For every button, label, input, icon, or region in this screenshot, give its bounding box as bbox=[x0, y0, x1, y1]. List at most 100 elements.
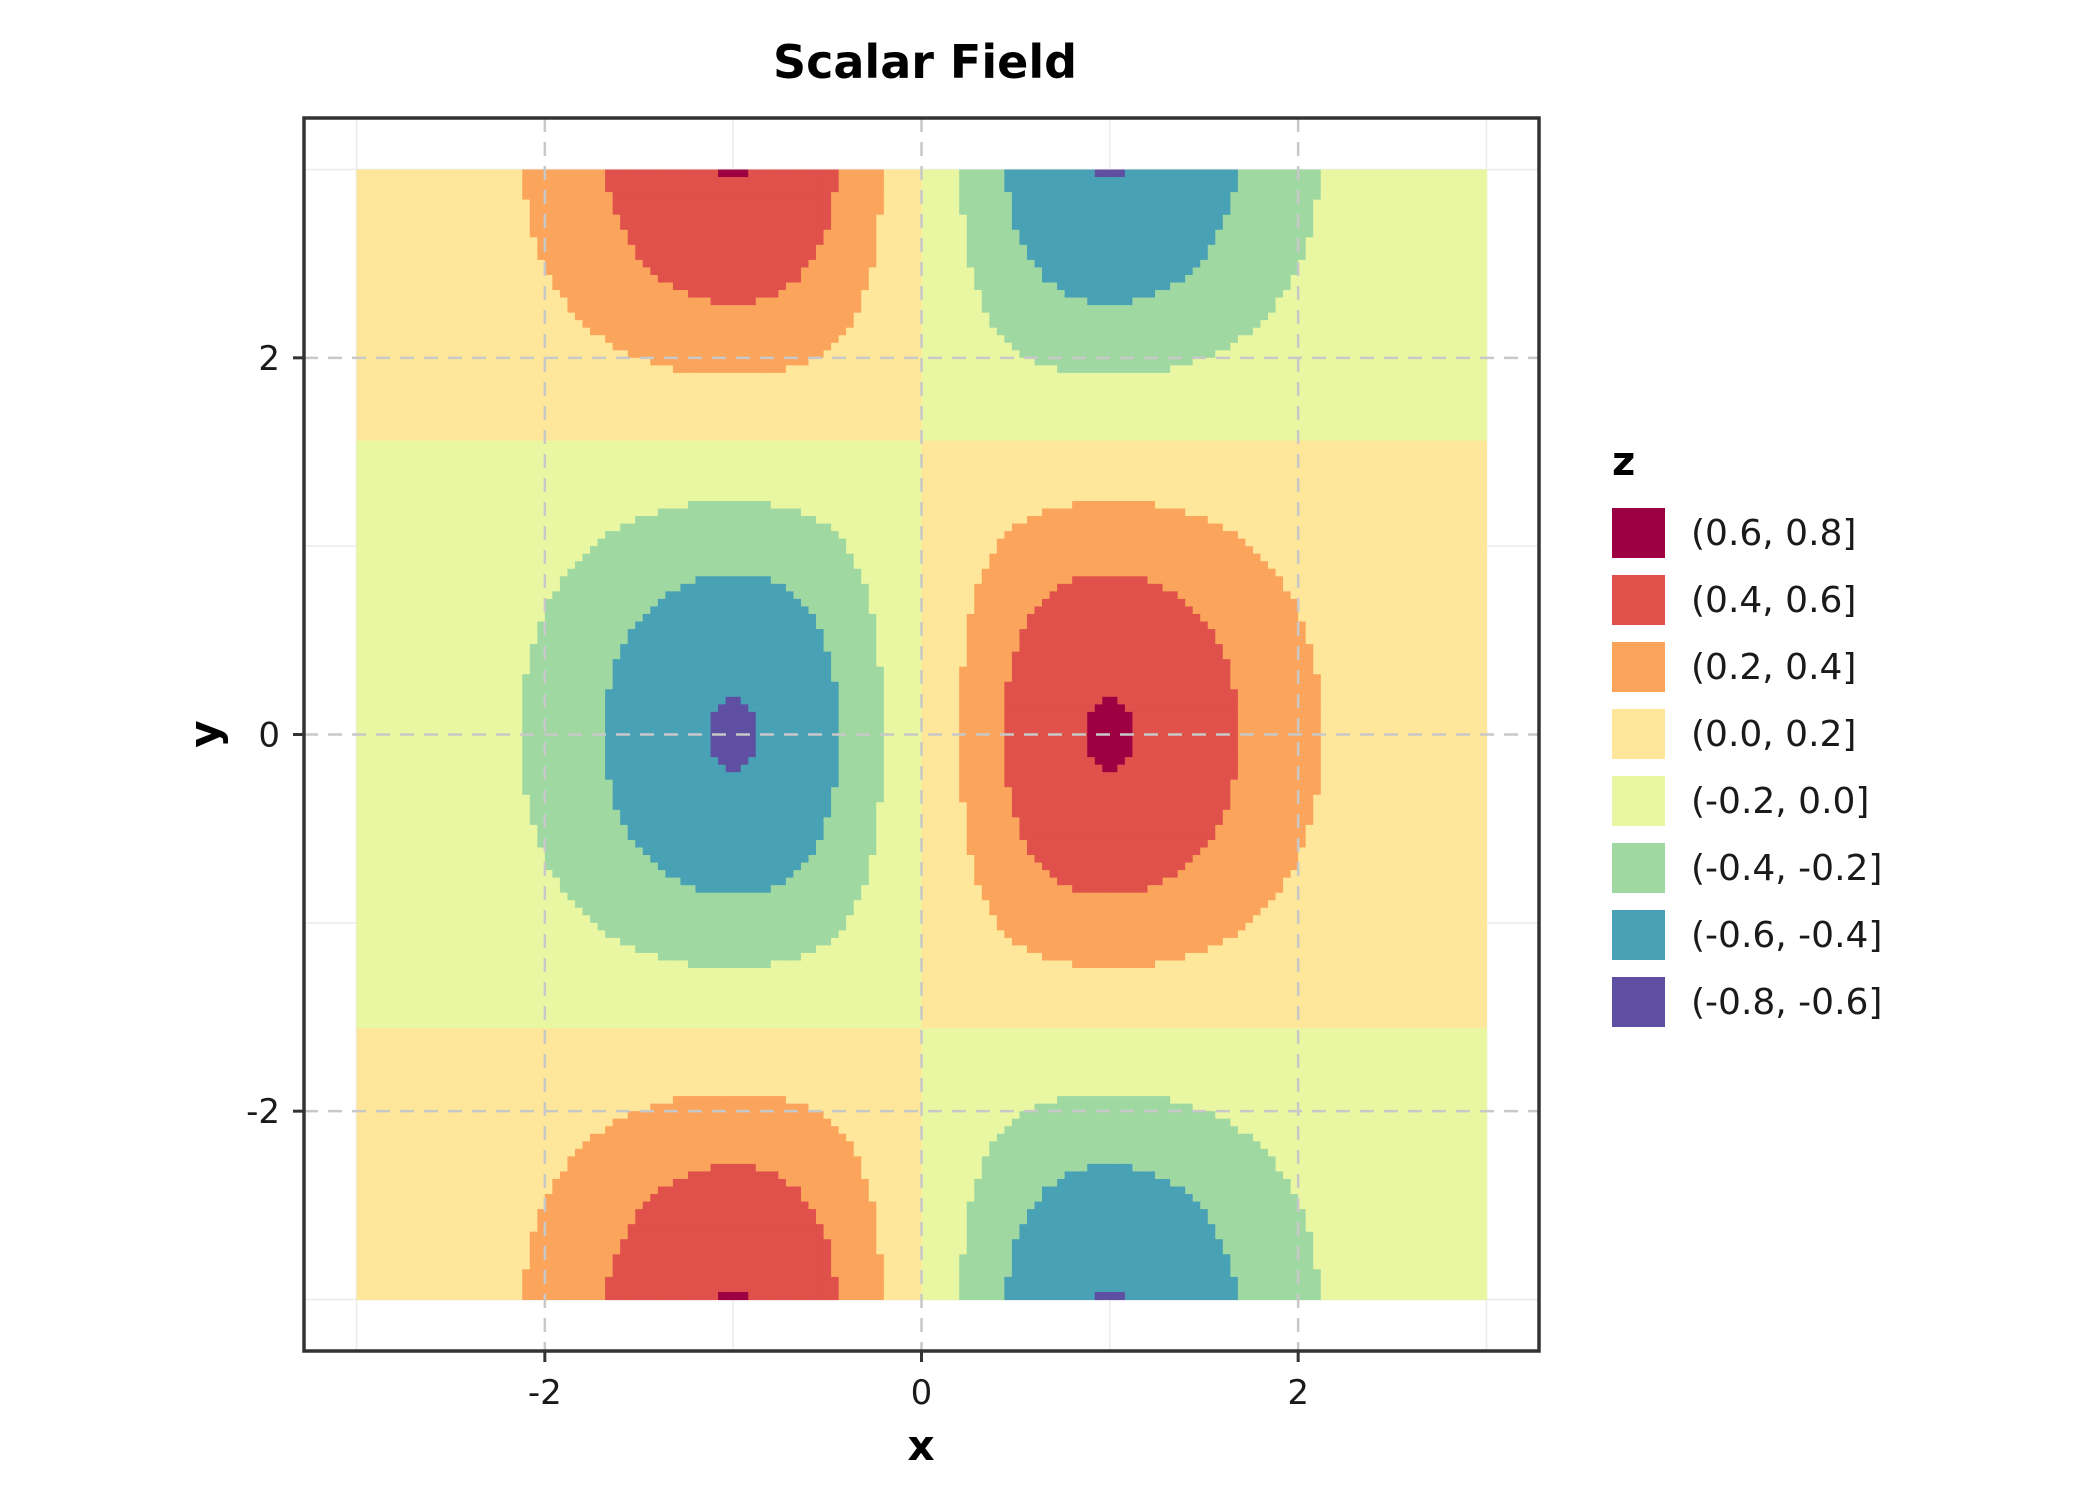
contour-cell bbox=[1237, 357, 1247, 366]
contour-cell bbox=[567, 184, 576, 193]
contour-cell bbox=[1026, 259, 1036, 269]
contour-cell bbox=[868, 282, 877, 291]
contour-cell bbox=[1441, 244, 1450, 253]
contour-cell bbox=[1170, 395, 1179, 404]
contour-cell bbox=[1170, 237, 1179, 246]
contour-cell bbox=[386, 252, 395, 261]
contour-cell bbox=[605, 222, 614, 231]
contour-cell bbox=[657, 380, 666, 389]
contour-cell bbox=[665, 244, 674, 253]
contour-cell bbox=[597, 297, 606, 306]
contour-cell bbox=[1411, 357, 1420, 366]
contour-cell bbox=[1411, 365, 1420, 374]
contour-cell bbox=[793, 395, 802, 404]
contour-cell bbox=[1290, 290, 1299, 299]
contour-cell bbox=[823, 192, 832, 201]
contour-cell bbox=[1155, 403, 1164, 412]
contour-cell bbox=[1064, 297, 1073, 306]
contour-cell bbox=[936, 192, 945, 201]
contour-cell bbox=[1478, 387, 1488, 397]
contour-cell bbox=[1396, 395, 1405, 404]
contour-cell bbox=[1087, 387, 1096, 397]
contour-cell bbox=[552, 177, 561, 186]
contour-cell bbox=[401, 350, 410, 359]
contour-cell bbox=[1011, 320, 1021, 329]
contour-cell bbox=[733, 357, 742, 366]
contour-cell bbox=[454, 192, 463, 201]
contour-cell bbox=[1019, 282, 1028, 291]
contour-cell bbox=[816, 395, 825, 404]
contour-cell bbox=[989, 312, 998, 321]
contour-cell bbox=[1109, 184, 1118, 193]
contour-cell bbox=[1215, 387, 1224, 397]
contour-cell bbox=[1230, 365, 1239, 374]
contour-cell bbox=[1365, 357, 1375, 366]
contour-cell bbox=[785, 184, 795, 193]
contour-cell bbox=[605, 244, 614, 253]
contour-cell bbox=[424, 305, 433, 314]
contour-cell bbox=[529, 207, 538, 216]
contour-cell bbox=[507, 403, 516, 412]
contour-cell bbox=[1162, 199, 1171, 208]
contour-cell bbox=[642, 357, 651, 366]
contour-cell bbox=[944, 237, 953, 246]
contour-cell bbox=[1358, 274, 1367, 284]
contour-cell bbox=[1170, 222, 1179, 231]
contour-cell bbox=[831, 229, 840, 238]
contour-cell bbox=[1463, 372, 1473, 382]
contour-cell bbox=[1358, 297, 1367, 306]
contour-cell bbox=[1147, 357, 1156, 366]
contour-cell bbox=[891, 169, 900, 178]
contour-cell bbox=[785, 177, 795, 186]
contour-cell bbox=[1328, 372, 1337, 382]
contour-cell bbox=[567, 350, 576, 359]
contour-cell bbox=[642, 199, 651, 208]
contour-cell bbox=[1064, 184, 1073, 193]
contour-cell bbox=[1207, 199, 1216, 208]
contour-cell bbox=[1237, 320, 1247, 329]
contour-cell bbox=[1049, 274, 1058, 284]
contour-cell bbox=[793, 372, 802, 382]
contour-cell bbox=[1283, 259, 1292, 269]
contour-cell bbox=[582, 327, 591, 336]
contour-cell bbox=[906, 395, 915, 404]
contour-cell bbox=[484, 357, 493, 366]
contour-cell bbox=[1230, 222, 1239, 231]
contour-cell bbox=[929, 290, 938, 299]
contour-cell bbox=[446, 237, 456, 246]
contour-cell bbox=[1463, 342, 1473, 351]
contour-cell bbox=[650, 237, 659, 246]
contour-cell bbox=[409, 274, 418, 284]
contour-cell bbox=[477, 214, 486, 223]
contour-cell bbox=[537, 297, 546, 306]
contour-cell bbox=[755, 259, 764, 269]
contour-cell bbox=[605, 342, 614, 351]
contour-cell bbox=[657, 244, 666, 253]
contour-cell bbox=[552, 274, 561, 284]
contour-cell bbox=[846, 365, 855, 374]
contour-cell bbox=[559, 290, 569, 299]
contour-cell bbox=[1358, 214, 1367, 223]
contour-cell bbox=[439, 214, 448, 223]
contour-cell bbox=[1328, 237, 1337, 246]
contour-cell bbox=[740, 199, 749, 208]
contour-cell bbox=[1358, 320, 1367, 329]
contour-cell bbox=[386, 342, 395, 351]
contour-cell bbox=[1147, 222, 1156, 231]
contour-cell bbox=[1478, 410, 1488, 419]
contour-cell bbox=[1441, 387, 1450, 397]
contour-cell bbox=[853, 184, 862, 193]
contour-cell bbox=[1245, 244, 1254, 253]
contour-cell bbox=[642, 395, 651, 404]
contour-cell bbox=[1283, 403, 1292, 412]
contour-cell bbox=[650, 327, 659, 336]
contour-cell bbox=[582, 395, 591, 404]
contour-cell bbox=[816, 207, 825, 216]
contour-cell bbox=[1441, 312, 1450, 321]
contour-cell bbox=[1463, 282, 1473, 291]
contour-cell bbox=[401, 290, 410, 299]
contour-cell bbox=[1019, 259, 1028, 269]
contour-cell bbox=[559, 387, 569, 397]
contour-cell bbox=[1335, 387, 1344, 397]
contour-cell bbox=[1019, 320, 1028, 329]
